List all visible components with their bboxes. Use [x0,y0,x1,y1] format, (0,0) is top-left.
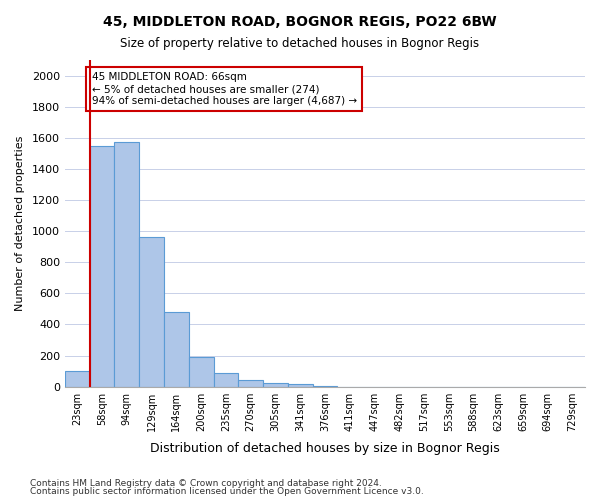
Bar [115,142,139,386]
X-axis label: Distribution of detached houses by size in Bognor Regis: Distribution of detached houses by size … [150,442,500,455]
Bar [214,374,238,386]
Bar [164,312,189,386]
Bar [263,383,288,386]
Text: Contains public sector information licensed under the Open Government Licence v3: Contains public sector information licen… [30,487,424,496]
Bar [189,357,214,386]
Bar [65,371,89,386]
Bar [89,146,115,386]
Y-axis label: Number of detached properties: Number of detached properties [15,136,25,311]
Bar [288,384,313,386]
Text: Contains HM Land Registry data © Crown copyright and database right 2024.: Contains HM Land Registry data © Crown c… [30,478,382,488]
Bar [139,238,164,386]
Text: 45, MIDDLETON ROAD, BOGNOR REGIS, PO22 6BW: 45, MIDDLETON ROAD, BOGNOR REGIS, PO22 6… [103,15,497,29]
Text: 45 MIDDLETON ROAD: 66sqm
← 5% of detached houses are smaller (274)
94% of semi-d: 45 MIDDLETON ROAD: 66sqm ← 5% of detache… [92,72,357,106]
Bar [238,380,263,386]
Text: Size of property relative to detached houses in Bognor Regis: Size of property relative to detached ho… [121,38,479,51]
